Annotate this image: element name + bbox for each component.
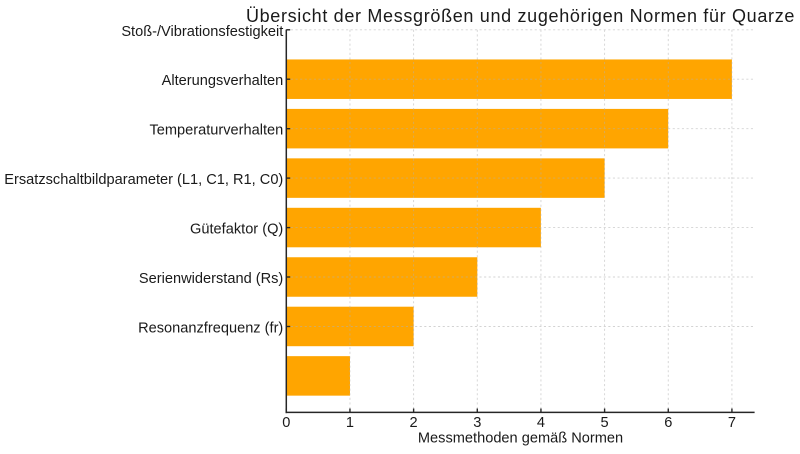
svg-text:6: 6: [664, 415, 672, 431]
svg-text:3: 3: [473, 415, 481, 431]
svg-text:0: 0: [282, 415, 290, 431]
svg-text:Serienwiderstand (Rs): Serienwiderstand (Rs): [139, 271, 283, 287]
svg-text:Gütefaktor (Q): Gütefaktor (Q): [190, 222, 283, 238]
svg-text:Stoß-/Vibrationsfestigkeit: Stoß-/Vibrationsfestigkeit: [121, 24, 283, 40]
svg-text:7: 7: [728, 415, 736, 431]
svg-text:5: 5: [601, 415, 609, 431]
svg-text:2: 2: [410, 415, 418, 431]
svg-text:Messmethoden gemäß Normen: Messmethoden gemäß Normen: [418, 431, 623, 447]
svg-text:Alterungsverhalten: Alterungsverhalten: [162, 73, 284, 89]
svg-text:Temperaturverhalten: Temperaturverhalten: [149, 123, 283, 139]
svg-text:Resonanzfrequenz (fr): Resonanzfrequenz (fr): [138, 321, 283, 337]
svg-text:1: 1: [346, 415, 354, 431]
svg-text:Ersatzschaltbildparameter (L1,: Ersatzschaltbildparameter (L1, C1, R1, C…: [4, 172, 283, 188]
svg-text:Übersicht der Messgrößen und z: Übersicht der Messgrößen und zugehörigen…: [246, 6, 795, 26]
svg-text:4: 4: [537, 415, 545, 431]
